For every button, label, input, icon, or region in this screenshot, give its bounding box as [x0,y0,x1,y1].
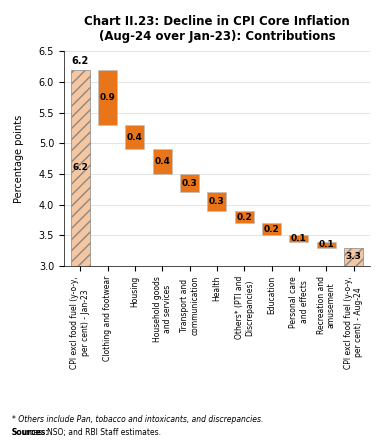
Text: Sources: NSO; and RBI Staff estimates.: Sources: NSO; and RBI Staff estimates. [12,428,161,437]
Bar [125,125,144,149]
Text: 0.2: 0.2 [236,213,252,221]
Text: 3.3: 3.3 [346,253,362,262]
Bar [262,223,281,235]
Text: 0.3: 0.3 [209,197,225,206]
Text: Sources:: Sources: [12,428,49,437]
Bar [98,70,117,125]
Text: 0.4: 0.4 [154,157,170,166]
Text: 0.1: 0.1 [291,234,307,243]
Text: 0.4: 0.4 [127,133,143,142]
Text: * Others include Pan, tobacco and intoxicants, and discrepancies.: * Others include Pan, tobacco and intoxi… [12,415,263,423]
Bar [208,192,226,211]
Bar [70,70,90,266]
Text: 6.2: 6.2 [72,163,88,172]
Text: 6.2: 6.2 [72,56,89,67]
Bar [317,242,336,248]
Bar [290,235,308,242]
Text: 0.9: 0.9 [100,93,116,102]
Text: 0.2: 0.2 [264,225,280,234]
Y-axis label: Percentage points: Percentage points [14,115,24,203]
Bar [152,149,172,174]
Text: 0.3: 0.3 [182,179,198,188]
Text: 0.1: 0.1 [318,240,334,249]
Bar [180,174,199,192]
Title: Chart II.23: Decline in CPI Core Inflation
(Aug-24 over Jan-23): Contributions: Chart II.23: Decline in CPI Core Inflati… [84,15,350,43]
Bar [235,211,254,223]
Bar [344,248,363,266]
